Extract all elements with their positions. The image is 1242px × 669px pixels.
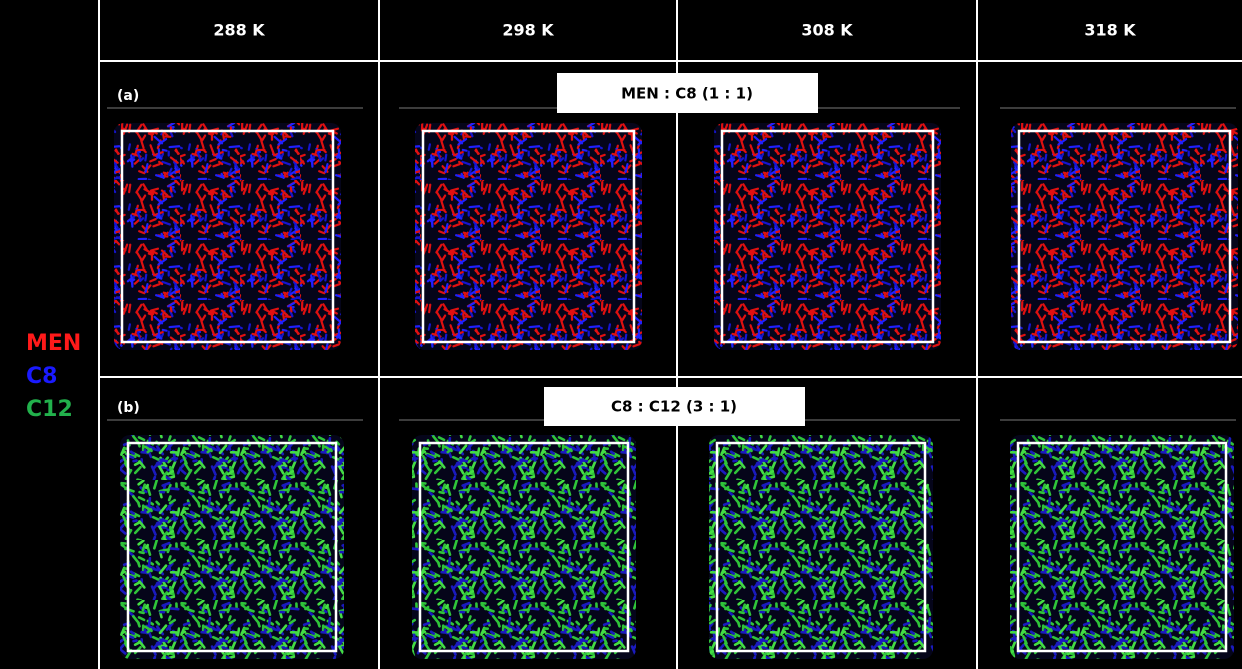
row-label: (b): [117, 400, 140, 416]
column-header: 308 K: [801, 21, 853, 40]
column-header: 298 K: [502, 21, 554, 40]
legend-entry: MEN: [26, 331, 81, 356]
legend-entry: C8: [26, 364, 57, 389]
snapshot: [1010, 435, 1234, 659]
snapshot: [1011, 123, 1238, 350]
snapshot: [412, 435, 636, 659]
legend-entry: C12: [26, 397, 73, 422]
composition-label: C8 : C12 (3 : 1): [611, 398, 737, 416]
row-label: (a): [117, 88, 139, 104]
snapshot: [120, 435, 344, 659]
snapshot: [114, 123, 341, 350]
snapshot: [415, 123, 642, 350]
composition-label: MEN : C8 (1 : 1): [621, 85, 753, 103]
column-header: 288 K: [213, 21, 265, 40]
snapshot: [709, 435, 933, 659]
snapshot: [714, 123, 941, 350]
figure: 288 K 298 K 308 K 318 K MEN C8 C12 (a) (…: [0, 0, 1242, 669]
column-header: 318 K: [1084, 21, 1136, 40]
